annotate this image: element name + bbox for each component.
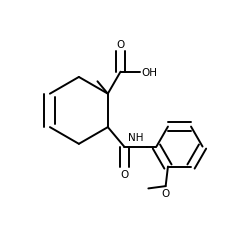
Text: O: O (120, 169, 128, 179)
Text: OH: OH (141, 67, 157, 77)
Text: O: O (162, 188, 170, 199)
Text: O: O (116, 40, 125, 50)
Text: NH: NH (128, 133, 144, 143)
